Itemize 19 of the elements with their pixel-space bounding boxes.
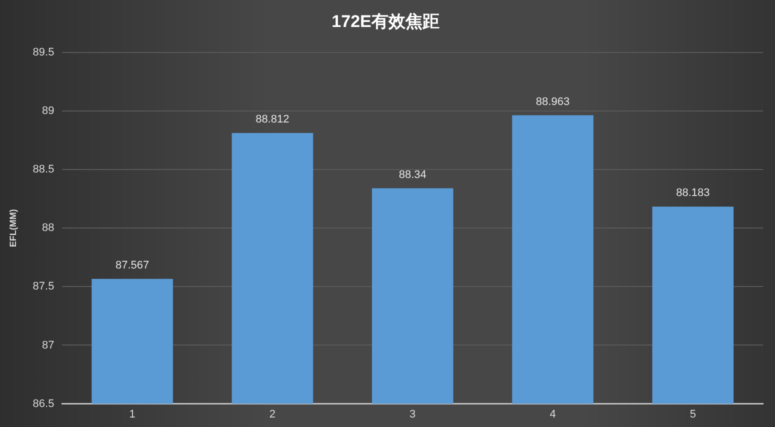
- x-tick-label: 2: [269, 408, 276, 420]
- y-tick-label: 88.5: [32, 164, 54, 176]
- chart-title: 172E有效焦距: [332, 12, 440, 31]
- x-tick-label: 3: [410, 408, 416, 420]
- y-tick-label: 89.5: [32, 46, 54, 58]
- y-tick-label: 87: [42, 339, 54, 352]
- x-tick-label: 1: [129, 408, 136, 420]
- y-tick-label: 89: [42, 105, 54, 117]
- data-label: 88.34: [398, 168, 426, 181]
- data-label: 88.812: [256, 114, 290, 126]
- x-tick-label: 5: [690, 408, 696, 420]
- y-axis-title: EFL(MM): [8, 209, 18, 248]
- data-label: 88.183: [676, 187, 710, 200]
- y-tick-label: 87.5: [32, 280, 54, 293]
- y-tick-label: 86.5: [32, 398, 54, 410]
- x-tick-label: 4: [550, 408, 556, 420]
- y-tick-label: 88: [42, 222, 54, 234]
- data-label: 87.567: [115, 259, 150, 272]
- data-label: 88.963: [536, 96, 570, 108]
